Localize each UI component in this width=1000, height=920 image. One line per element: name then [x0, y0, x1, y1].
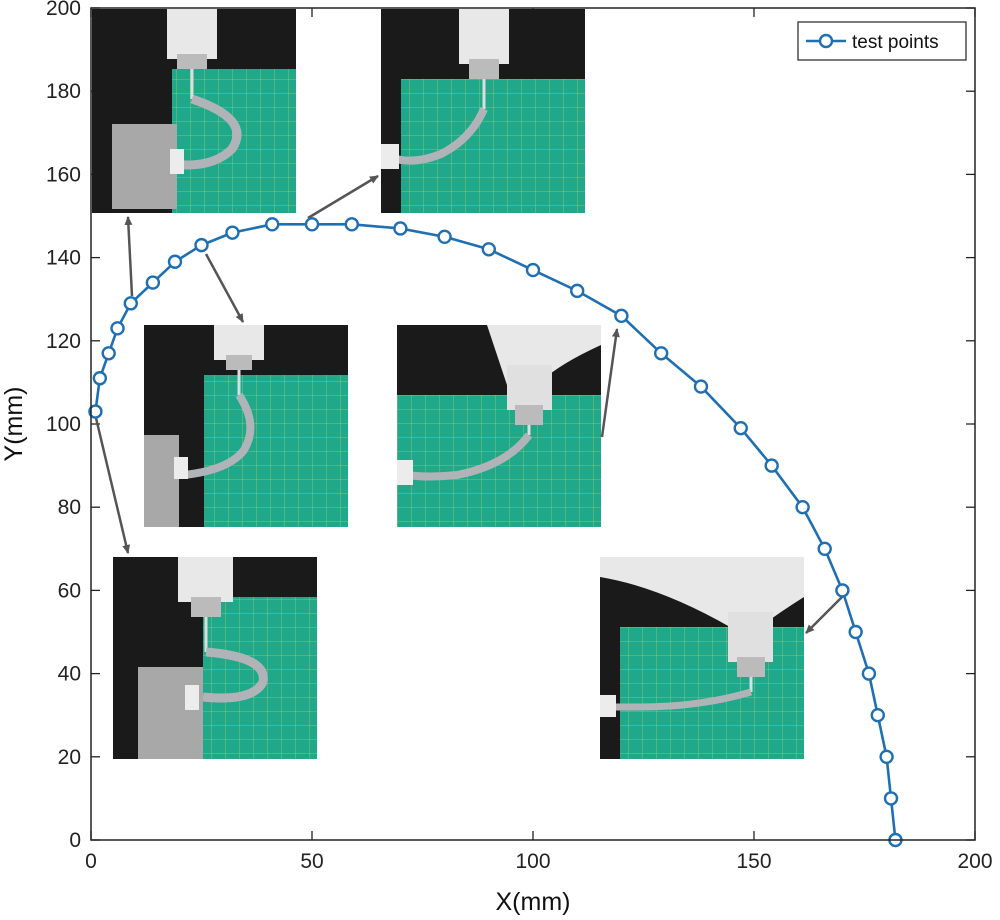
y-tick-label: 160: [46, 163, 81, 186]
x-axis-title: X(mm): [496, 888, 571, 916]
data-point: [795, 500, 810, 515]
data-point: [167, 254, 183, 269]
data-point: [393, 221, 408, 236]
data-point: [101, 346, 116, 361]
legend-box: [797, 21, 967, 61]
y-tick-label: 20: [58, 746, 81, 769]
axes-box: [90, 7, 976, 841]
arrow-to-photo-middle-center: [600, 328, 620, 438]
y-axis-title: Y(mm): [0, 387, 28, 462]
y-tick-label: 40: [58, 663, 81, 686]
data-point: [92, 371, 108, 386]
data-point: [653, 346, 669, 361]
data-point: [848, 624, 863, 640]
arrow-to-photo-bottom-right: [805, 595, 844, 634]
arrow-to-photo-top-left: [124, 216, 134, 297]
data-point: [570, 283, 585, 299]
data-point: [194, 237, 209, 253]
arrow-to-photo-middle-left: [204, 253, 245, 323]
data-point: [870, 708, 885, 723]
data-point: [693, 379, 709, 394]
y-tick-label: 180: [46, 80, 81, 103]
data-point: [614, 308, 629, 324]
data-point: [265, 217, 280, 232]
y-tick-label: 100: [46, 413, 81, 436]
data-point: [525, 262, 541, 278]
y-tick-label: 120: [46, 330, 81, 353]
data-point: [733, 420, 748, 436]
photo-middle-left: [144, 325, 348, 527]
x-tick-label: 0: [85, 850, 97, 873]
data-point: [861, 666, 877, 681]
data-point: [110, 321, 125, 336]
legend: test points: [797, 21, 967, 61]
y-tick-label: 140: [46, 247, 81, 270]
data-point: [481, 242, 496, 257]
photo-top-center: [381, 9, 585, 213]
legend-marker-swatch: [818, 33, 834, 49]
y-tick-label: 80: [58, 496, 81, 519]
data-point: [883, 791, 899, 806]
data-point: [764, 458, 779, 473]
y-tick-label: 0: [69, 829, 81, 852]
data-point: [817, 541, 832, 556]
tick-labels: 0 50 100 150 200 0 20 40 60 80 100 120 140 160 180 200: [46, 0, 993, 873]
data-point: [304, 217, 320, 232]
series-test-points: [88, 217, 903, 848]
y-tick-label: 60: [58, 579, 81, 602]
x-tick-label: 150: [736, 850, 771, 873]
photo-middle-center: [397, 325, 601, 527]
data-point: [879, 749, 894, 764]
data-point: [145, 275, 161, 290]
photo-bottom-left: [113, 557, 317, 759]
x-tick-label: 200: [957, 850, 992, 873]
x-tick-label: 100: [515, 850, 550, 873]
legend-label: test points: [852, 32, 939, 53]
data-point: [437, 229, 452, 245]
arrow-to-photo-bottom-left: [94, 417, 131, 554]
data-point: [225, 225, 240, 240]
data-point: [123, 296, 138, 311]
pointer-arrows: [94, 174, 844, 634]
arrow-to-photo-top-center: [307, 174, 379, 220]
x-tick-label: 50: [300, 850, 323, 873]
data-point: [835, 583, 850, 598]
y-tick-label: 200: [46, 0, 81, 20]
photo-bottom-right: [600, 557, 804, 759]
data-point: [88, 404, 103, 419]
data-point: [344, 217, 359, 232]
photo-top-left: [92, 9, 296, 213]
